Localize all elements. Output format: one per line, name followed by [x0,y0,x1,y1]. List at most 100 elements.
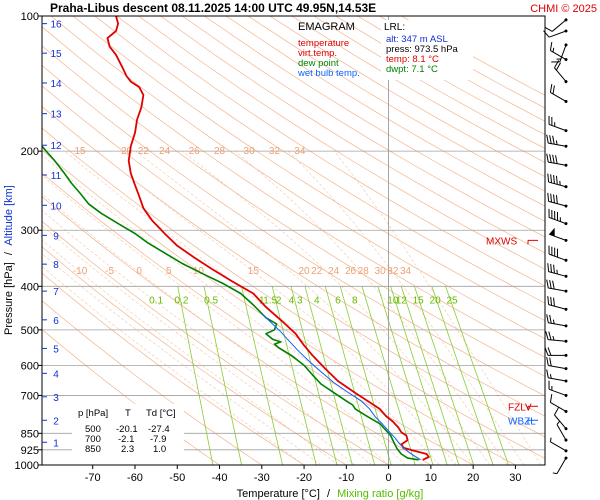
wind-barb-feather [545,331,549,340]
isotherm-label: 0 [136,266,142,277]
lrl-temp: temp: 8.1 °C [386,54,439,65]
wind-barb [546,153,568,167]
lrl-press: press: 973.5 hPa [386,44,459,55]
wind-barb-feather [547,296,550,305]
altitude-tick-label: 16 [50,20,62,31]
wind-barb-feather [552,280,555,290]
isotherm-label: 28 [358,266,370,277]
axes: -70 -60 -50 -40 -30 -20 -10 0 10 20 30100200300400… [15,11,546,484]
dry-adiabat [42,26,545,358]
wind-barb-half-feather [556,58,561,60]
wind-barb-feather [549,314,552,324]
dry-adiabat [42,149,516,465]
wind-barb-half-feather [549,374,552,379]
table-header-td: Td [°C] [146,408,176,419]
level-marker-label: WBZL [508,416,536,427]
mixing-ratio-line [414,286,475,465]
dry-adiabat [204,16,545,222]
wind-barb-feather [546,356,549,366]
isotherm-label: 24 [159,146,171,157]
dry-adiabat [182,16,545,238]
mixing-ratio-line [177,286,214,465]
mixing-ratio-line [203,286,242,465]
x-axis-label-separator: / [327,488,331,500]
wind-barbs [543,18,568,475]
wind-barb-half-feather [556,269,558,275]
dry-adiabat [42,45,545,377]
x-axis-label-mixing-ratio: Mixing ratio [g/kg] [337,488,423,500]
legend: EMAGRAM temperature virt.temp. dew point… [297,21,360,79]
altitude-tick-label: 5 [53,344,59,355]
altitude-tick-label: 14 [50,79,62,90]
wind-barb-feather [548,380,550,390]
mixing-ratio-label: 1.5 [263,295,277,306]
table-cell: 500 [85,424,101,435]
wind-barb-feather [546,134,549,144]
wind-barb [548,115,568,133]
altitude-tick-label: 3 [53,393,59,404]
altitude-tick-label: 7 [53,287,59,298]
wind-barb-half-feather [559,217,561,222]
wind-barb-half-feather [552,47,555,53]
x-tick-label: -60 [127,472,143,484]
wind-barb-feather [555,195,558,204]
wind-barb-feather [553,194,555,203]
legend-temperature: temperature [298,38,349,49]
isotherm-label: 20 [121,146,133,157]
x-axis-label: Temperature [°C] / Mixing ratio [g/kg] [237,488,424,500]
wind-barb [552,456,568,475]
isotherm-label: 30 [375,266,387,277]
series-line-dew-point [42,145,419,461]
y-axis-label-separator: / [3,251,15,255]
legend-wet-bulb: wet bulb temp. [297,68,360,79]
wind-barb [544,347,568,357]
wind-barb [547,296,568,311]
wind-barb-half-feather [559,180,561,186]
series-line-wet-bulb-temp- [261,313,421,461]
wind-barb [547,263,568,278]
wind-barb-half-feather [552,335,555,341]
wind-barb-staff [548,233,567,241]
mixing-ratio-label: 0.1 [149,295,163,306]
wind-barb-feather [548,245,550,255]
dry-adiabat [357,16,545,122]
mixing-ratio-line [304,286,353,465]
diagram-type-label: EMAGRAM [298,21,355,33]
wind-barb-staff [556,457,567,474]
altitude-tick-label: 2 [53,416,59,427]
wind-barb-feather [550,296,553,306]
x-tick-label: -10 [338,472,354,484]
y-tick-label: 100 [21,11,39,23]
dry-adiabat [116,16,545,287]
y-axis-label-pressure: Pressure [hPa] [3,262,15,335]
isotherm-label: 22 [138,146,150,157]
wind-barb [548,380,568,397]
wind-barb [546,279,568,293]
wind-barb-feather [555,62,561,71]
mixing-ratio-label: 20 [430,295,442,306]
wind-barb-feather [549,357,552,367]
wind-barb-half-feather [556,420,561,425]
dry-adiabat [160,16,545,254]
y-tick-label: 500 [21,325,39,337]
mixing-ratio-label: 4 [289,295,295,306]
y-tick-label: 200 [21,146,39,158]
wind-barb-feather [546,369,549,378]
table-cell: -27.4 [148,424,170,435]
table-cell: -7.9 [150,434,166,445]
y-tick-label: 1000 [15,460,39,472]
isotherm-label: 15 [74,146,86,157]
dry-adiabat [42,300,262,465]
isotherm-label: 20 [299,266,311,277]
isotherm-label: 22 [311,266,323,277]
wind-barb-feather [548,208,550,218]
wind-barb-feather [547,263,550,272]
y-tick-label: 600 [21,360,39,372]
plot-frame [41,15,546,466]
altitude-tick-label: 13 [50,110,62,121]
mixing-ratio-line [390,286,448,465]
x-tick-label: 10 [425,472,437,484]
wind-barb [545,331,568,343]
moist-adiabat [42,175,406,465]
